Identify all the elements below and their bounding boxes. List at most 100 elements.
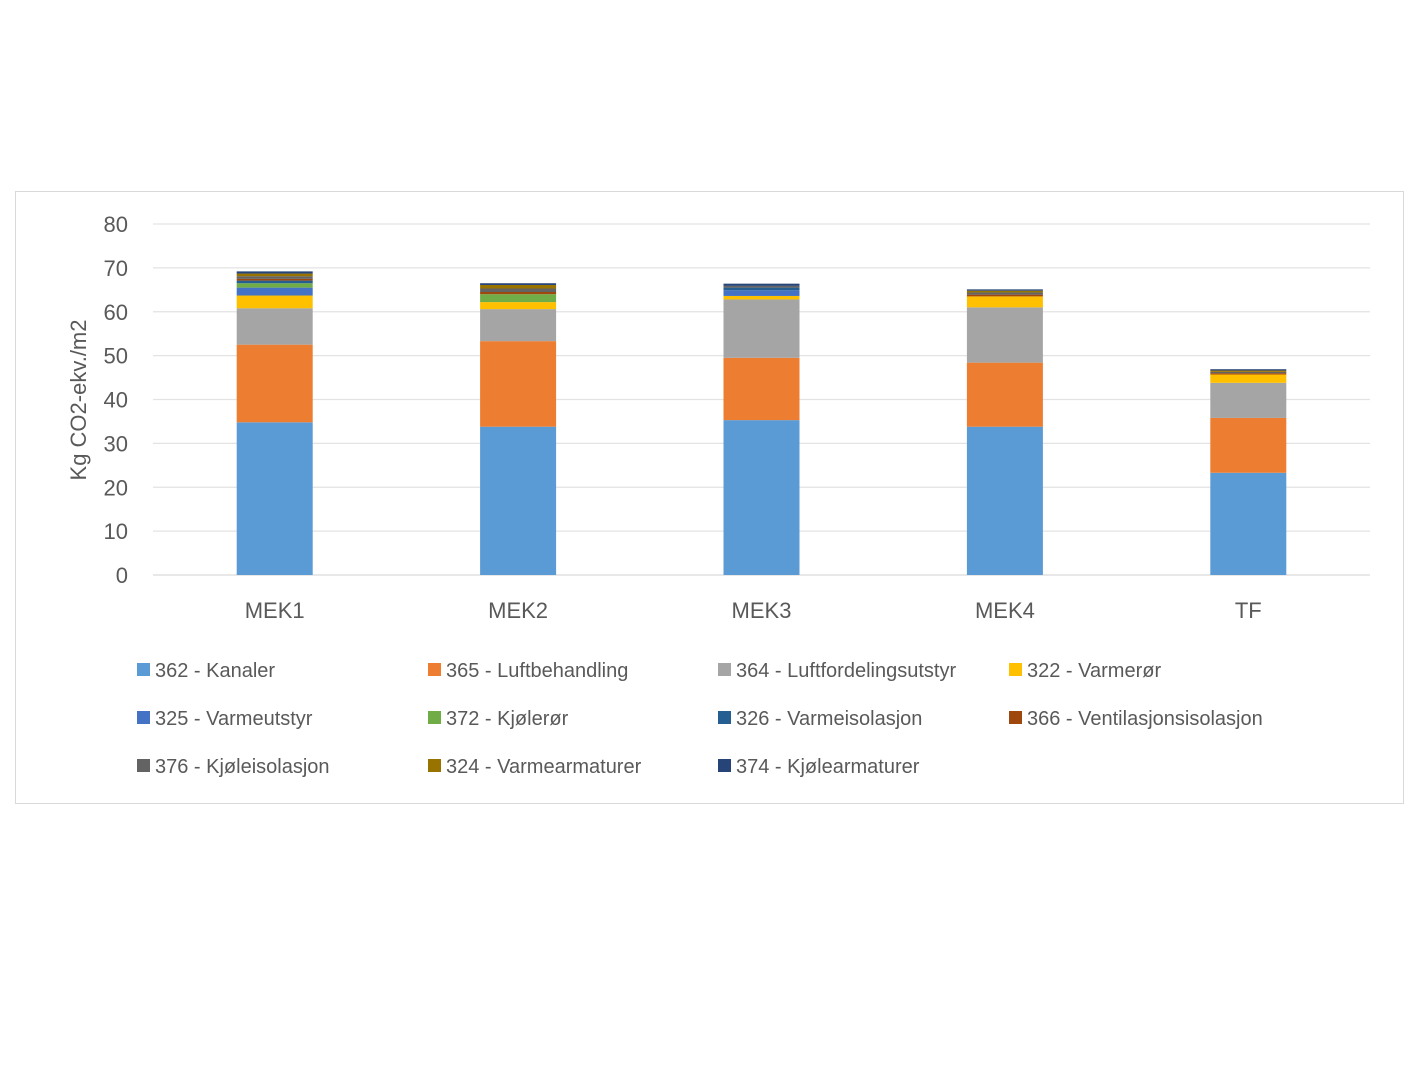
bar-stack-mek3 bbox=[723, 283, 800, 575]
legend: 362 - Kanaler 365 - Luftbehandling 364 - L… bbox=[137, 660, 1263, 778]
legend-item: 366 - Ventilasjonsisolasjon bbox=[1009, 708, 1263, 730]
legend-swatch bbox=[718, 759, 731, 772]
bar-segment-mek2-8 bbox=[480, 288, 557, 293]
legend-label: 322 - Varmerør bbox=[1027, 660, 1161, 682]
legend-label: 366 - Ventilasjonsisolasjon bbox=[1027, 708, 1263, 730]
bar-segment-mek2-5 bbox=[480, 294, 557, 303]
bar-segment-tf-9 bbox=[1210, 370, 1287, 372]
x-tick-label: MEK1 bbox=[245, 598, 305, 623]
bar-segment-tf-1 bbox=[1210, 417, 1287, 473]
legend-swatch bbox=[1009, 663, 1022, 676]
bar-segment-mek4-7 bbox=[966, 294, 1043, 297]
legend-label: 324 - Varmearmaturer bbox=[446, 756, 642, 778]
legend-label: 372 - Kjølerør bbox=[446, 708, 569, 730]
bar-segment-mek3-4 bbox=[723, 290, 800, 296]
bar-segment-tf-7 bbox=[1210, 373, 1287, 375]
bar-segment-mek3-1 bbox=[723, 357, 800, 421]
bar-segment-mek2-1 bbox=[480, 341, 557, 427]
bar-segment-mek1-1 bbox=[236, 344, 313, 423]
bar-segment-mek2-7 bbox=[480, 292, 557, 295]
bar-segment-mek4-0 bbox=[966, 426, 1043, 575]
legend-swatch bbox=[718, 663, 731, 676]
bar-segment-mek4-9 bbox=[966, 290, 1043, 293]
legend-swatch bbox=[137, 759, 150, 772]
bar-segment-mek1-2 bbox=[236, 308, 313, 345]
bar-segment-tf-10 bbox=[1210, 369, 1287, 371]
bar-segment-mek4-2 bbox=[966, 307, 1043, 363]
x-tick-label: MEK4 bbox=[975, 598, 1035, 623]
bar-segment-tf-0 bbox=[1210, 472, 1287, 575]
legend-swatch bbox=[428, 663, 441, 676]
x-axis-ticks: MEK1 MEK2 MEK3 MEK4 TF bbox=[245, 598, 1262, 623]
y-tick-label: 80 bbox=[104, 212, 128, 237]
bar-segment-mek1-4 bbox=[236, 287, 313, 296]
bar-segment-tf-8 bbox=[1210, 371, 1287, 374]
legend-item: 322 - Varmerør bbox=[1009, 660, 1161, 682]
bar-segment-mek4-3 bbox=[966, 296, 1043, 308]
bar-segment-mek1-7 bbox=[236, 278, 313, 281]
legend-item: 324 - Varmearmaturer bbox=[428, 756, 642, 778]
y-tick-label: 0 bbox=[116, 563, 128, 588]
bar-segment-mek2-3 bbox=[480, 302, 557, 310]
x-tick-label: MEK3 bbox=[732, 598, 792, 623]
bar-segment-mek1-0 bbox=[236, 422, 313, 575]
bar-stack-mek1 bbox=[236, 271, 313, 575]
legend-swatch bbox=[718, 711, 731, 724]
bar-stack-mek2 bbox=[480, 283, 557, 575]
bar-segment-mek3-6 bbox=[723, 287, 800, 291]
x-tick-label: TF bbox=[1235, 598, 1262, 623]
legend-swatch bbox=[137, 711, 150, 724]
legend-label: 364 - Luftfordelingsutstyr bbox=[736, 660, 956, 682]
y-axis-ticks: 0 10 20 30 40 50 60 70 80 bbox=[104, 212, 128, 588]
legend-label: 374 - Kjølearmaturer bbox=[736, 756, 920, 778]
bar-segment-mek1-9 bbox=[236, 273, 313, 277]
bar-segment-mek1-6 bbox=[236, 280, 313, 284]
legend-label: 365 - Luftbehandling bbox=[446, 660, 628, 682]
legend-label: 362 - Kanaler bbox=[155, 660, 275, 682]
legend-item: 326 - Varmeisolasjon bbox=[718, 708, 922, 730]
legend-swatch bbox=[428, 711, 441, 724]
legend-item: 364 - Luftfordelingsutstyr bbox=[718, 660, 956, 682]
legend-item: 362 - Kanaler bbox=[137, 660, 275, 682]
chart-frame: 0 10 20 30 40 50 60 70 80 Kg CO2-ekv./m2 MEK1 MEK… bbox=[15, 191, 1404, 804]
y-tick-label: 10 bbox=[104, 519, 128, 544]
bar-segment-tf-2 bbox=[1210, 382, 1287, 418]
bar-segment-mek4-10 bbox=[966, 289, 1043, 291]
y-tick-label: 30 bbox=[104, 431, 128, 456]
bar-segment-mek1-10 bbox=[236, 271, 313, 274]
legend-item: 374 - Kjølearmaturer bbox=[718, 756, 920, 778]
bar-stack-tf bbox=[1210, 369, 1287, 575]
bar-segment-mek1-3 bbox=[236, 295, 313, 309]
bar-segment-mek2-2 bbox=[480, 309, 557, 342]
legend-item: 376 - Kjøleisolasjon bbox=[137, 756, 330, 778]
y-tick-label: 20 bbox=[104, 475, 128, 500]
legend-swatch bbox=[1009, 711, 1022, 724]
legend-label: 326 - Varmeisolasjon bbox=[736, 708, 922, 730]
y-axis-title: Kg CO2-ekv./m2 bbox=[66, 320, 91, 481]
bar-segment-mek1-8 bbox=[236, 276, 313, 279]
bar-segment-mek2-9 bbox=[480, 284, 557, 289]
y-tick-label: 70 bbox=[104, 256, 128, 281]
legend-item: 365 - Luftbehandling bbox=[428, 660, 628, 682]
bars bbox=[236, 271, 1287, 575]
y-tick-label: 40 bbox=[104, 388, 128, 413]
bar-segment-mek3-0 bbox=[723, 420, 800, 575]
bar-segment-mek3-8 bbox=[723, 285, 800, 288]
y-tick-label: 50 bbox=[104, 344, 128, 369]
legend-label: 376 - Kjøleisolasjon bbox=[155, 756, 330, 778]
bar-segment-mek3-3 bbox=[723, 295, 800, 300]
bar-segment-mek2-10 bbox=[480, 283, 557, 285]
legend-swatch bbox=[137, 663, 150, 676]
bar-segment-mek3-2 bbox=[723, 299, 800, 358]
bar-segment-mek4-8 bbox=[966, 292, 1043, 295]
x-tick-label: MEK2 bbox=[488, 598, 548, 623]
legend-item: 372 - Kjølerør bbox=[428, 708, 569, 730]
legend-item: 325 - Varmeutstyr bbox=[137, 708, 313, 730]
bar-segment-mek2-0 bbox=[480, 426, 557, 575]
bar-segment-tf-3 bbox=[1210, 374, 1287, 383]
bar-segment-mek3-10 bbox=[723, 283, 800, 286]
bar-segment-mek1-5 bbox=[236, 283, 313, 288]
y-tick-label: 60 bbox=[104, 300, 128, 325]
legend-label: 325 - Varmeutstyr bbox=[155, 708, 313, 730]
